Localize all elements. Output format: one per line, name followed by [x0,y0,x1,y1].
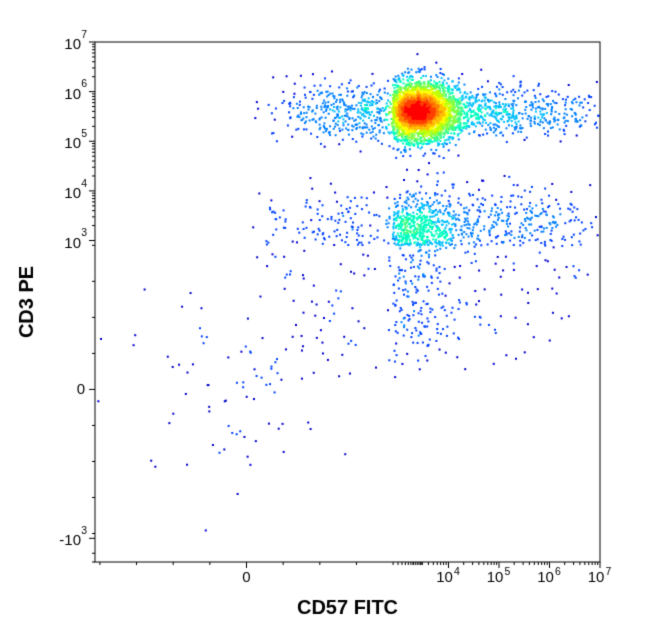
flow-cytometry-chart [0,0,646,641]
scatter-canvas [0,0,646,641]
